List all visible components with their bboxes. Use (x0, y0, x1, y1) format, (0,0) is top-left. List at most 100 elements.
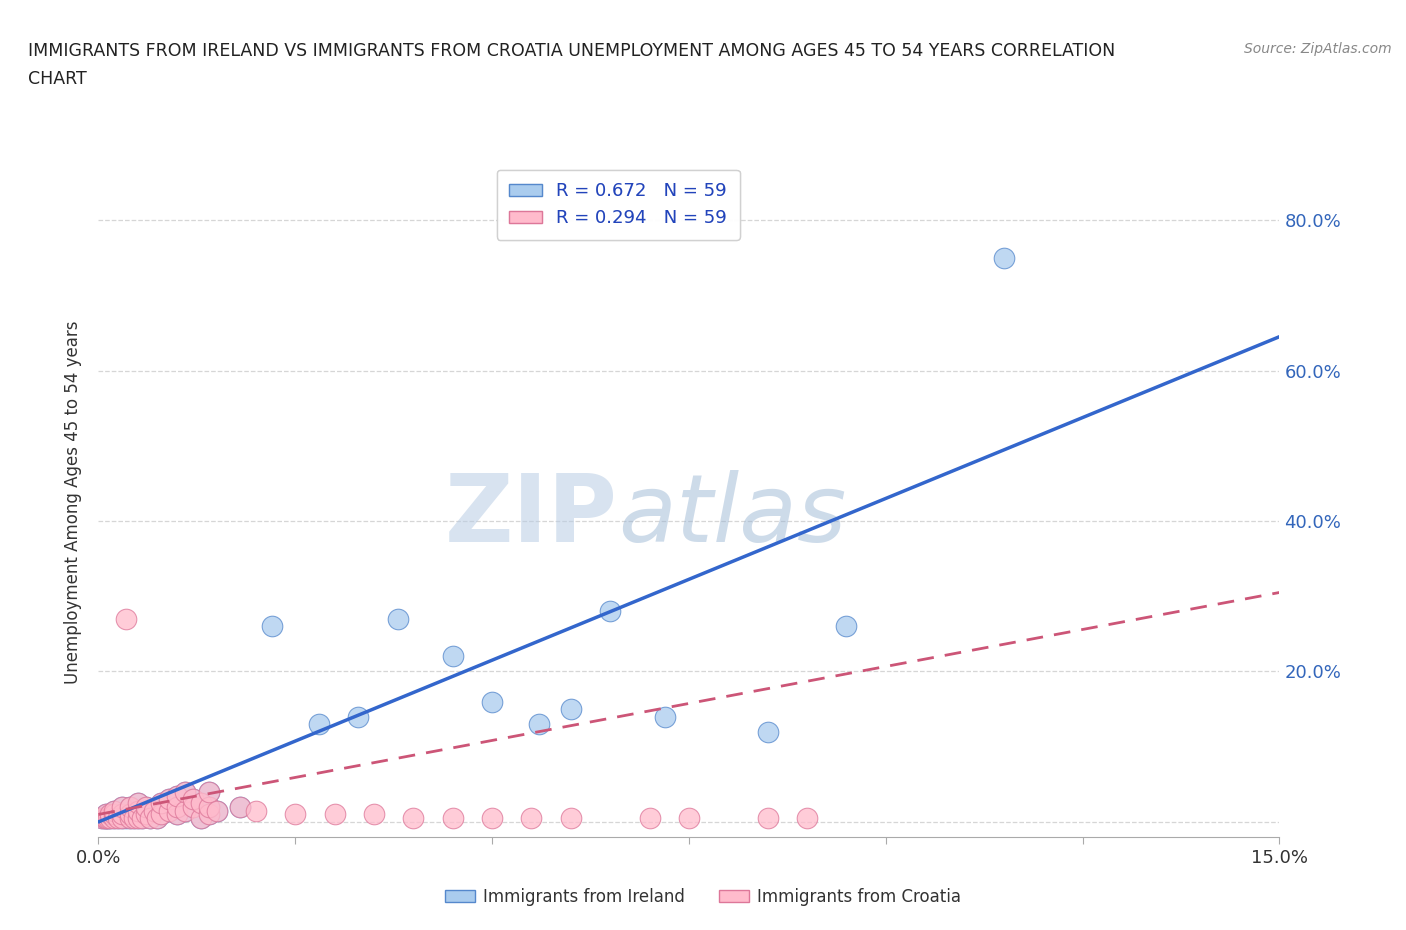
Point (96, 811, 118, 826)
Legend: R = 0.672   N = 59, R = 0.294   N = 59: R = 0.672 N = 59, R = 0.294 N = 59 (496, 170, 740, 240)
Point (111, 811, 134, 826)
Point (93, 811, 115, 826)
Point (520, 811, 543, 826)
Text: IMMIGRANTS FROM IRELAND VS IMMIGRANTS FROM CROATIA UNEMPLOYMENT AMONG AGES 45 TO: IMMIGRANTS FROM IRELAND VS IMMIGRANTS FR… (28, 42, 1115, 60)
Point (111, 800, 134, 815)
Point (402, 811, 425, 826)
Point (284, 807, 307, 822)
Legend: Immigrants from Ireland, Immigrants from Croatia: Immigrants from Ireland, Immigrants from… (439, 881, 967, 912)
Point (245, 804, 267, 818)
Point (166, 800, 188, 815)
Point (166, 789, 188, 804)
Point (157, 792, 180, 807)
Point (796, 811, 818, 826)
Point (229, 800, 252, 815)
Point (190, 796, 212, 811)
Point (197, 800, 219, 815)
Point (107, 811, 129, 826)
Point (122, 811, 145, 826)
Point (91, 811, 114, 826)
Point (127, 811, 149, 826)
Point (118, 807, 141, 822)
Point (174, 804, 197, 818)
Point (135, 800, 157, 815)
Point (98, 807, 121, 822)
Point (93, 811, 115, 826)
Point (135, 807, 157, 822)
Point (127, 804, 149, 818)
Point (756, 811, 779, 826)
Point (205, 804, 228, 818)
Point (678, 811, 700, 826)
Text: Source: ZipAtlas.com: Source: ZipAtlas.com (1244, 42, 1392, 56)
Point (174, 784, 197, 799)
Text: ZIP: ZIP (446, 470, 619, 562)
Point (599, 604, 621, 618)
Point (115, 611, 138, 626)
Point (157, 804, 180, 818)
Point (146, 811, 169, 826)
Point (756, 724, 779, 739)
Text: CHART: CHART (28, 70, 87, 87)
Point (166, 789, 188, 804)
Point (181, 800, 204, 815)
Point (157, 804, 180, 818)
Point (150, 807, 173, 822)
Point (103, 807, 125, 822)
Point (347, 710, 370, 724)
Point (96, 807, 118, 822)
Point (638, 811, 661, 826)
Point (98, 811, 121, 826)
Point (111, 811, 134, 826)
Point (135, 800, 157, 815)
Point (993, 250, 1015, 265)
Point (441, 649, 464, 664)
Point (150, 796, 173, 811)
Y-axis label: Unemployment Among Ages 45 to 54 years: Unemployment Among Ages 45 to 54 years (65, 321, 83, 684)
Point (363, 807, 385, 822)
Point (107, 811, 129, 826)
Point (166, 807, 188, 822)
Point (142, 804, 165, 818)
Point (127, 796, 149, 811)
Point (654, 710, 676, 724)
Point (98, 807, 121, 822)
Point (190, 811, 212, 826)
Point (229, 800, 252, 815)
Point (103, 804, 125, 818)
Point (308, 717, 330, 732)
Point (111, 807, 134, 822)
Point (98, 811, 121, 826)
Point (481, 694, 503, 709)
Point (190, 811, 212, 826)
Point (560, 811, 582, 826)
Point (560, 701, 582, 716)
Point (197, 784, 219, 799)
Point (138, 811, 160, 826)
Point (96, 811, 118, 826)
Point (481, 811, 503, 826)
Point (174, 784, 197, 799)
Point (181, 792, 204, 807)
Point (97, 811, 120, 826)
Point (103, 807, 125, 822)
Point (146, 811, 169, 826)
Point (97, 811, 120, 826)
Point (135, 807, 157, 822)
Point (118, 811, 141, 826)
Point (387, 611, 409, 626)
Point (174, 804, 197, 818)
Point (115, 811, 138, 826)
Point (166, 800, 188, 815)
Text: atlas: atlas (619, 470, 846, 561)
Point (127, 796, 149, 811)
Point (142, 804, 165, 818)
Point (131, 811, 153, 826)
Point (127, 804, 149, 818)
Point (441, 811, 464, 826)
Point (205, 804, 228, 818)
Point (138, 811, 160, 826)
Point (118, 807, 141, 822)
Point (197, 784, 219, 799)
Point (118, 800, 141, 815)
